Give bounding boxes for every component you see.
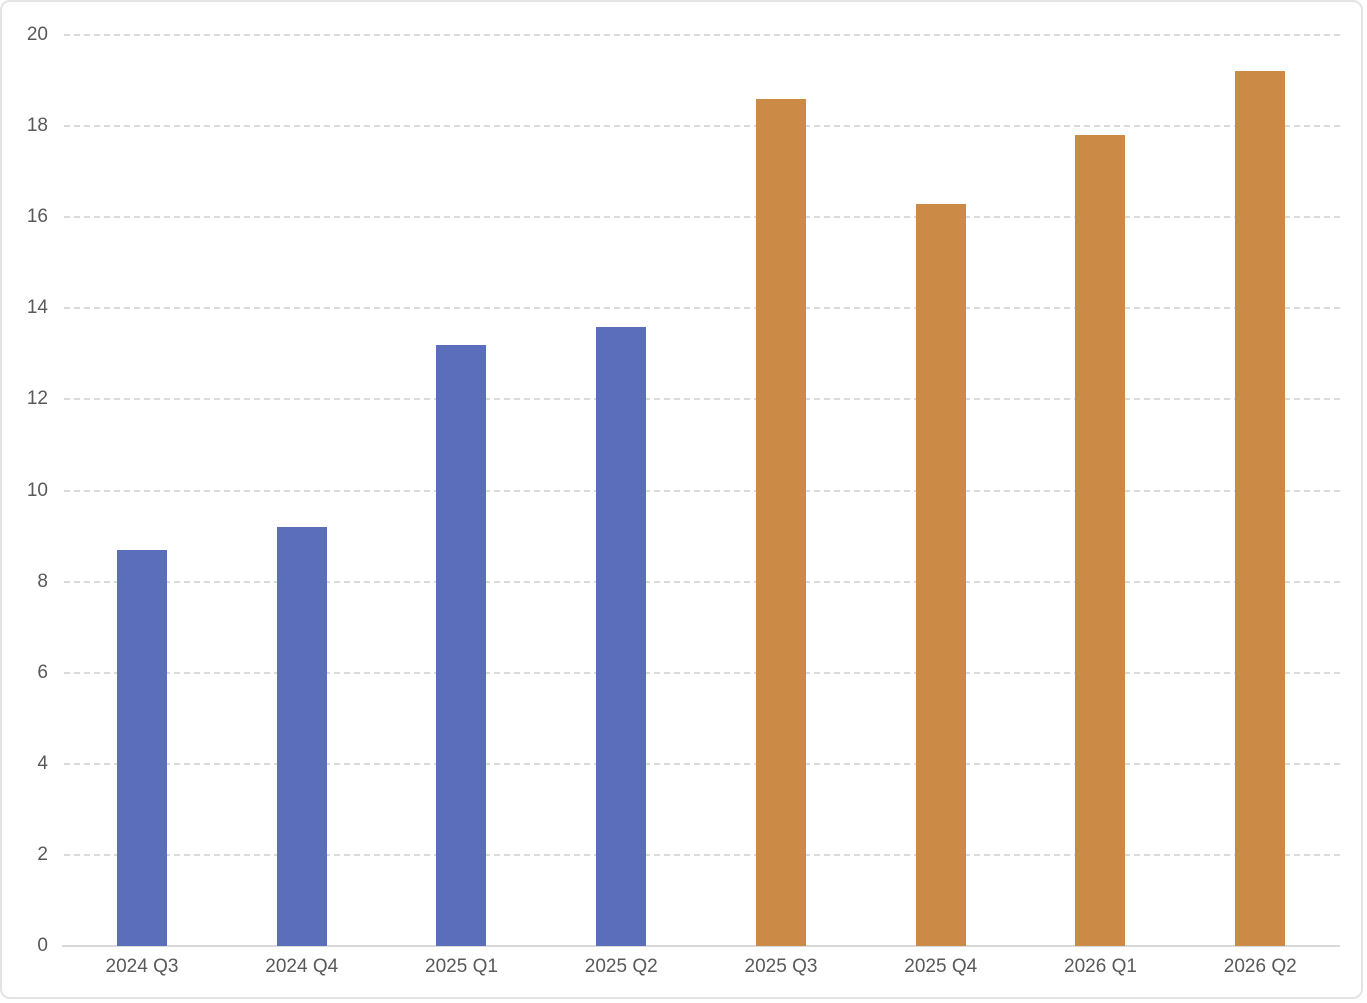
bar: [276, 526, 327, 946]
x-category-label: 2025 Q4: [904, 956, 978, 977]
y-tick-label: 14: [26, 297, 48, 319]
gridline: [64, 216, 1340, 219]
x-category-label: 2025 Q2: [584, 956, 658, 977]
gridline: [64, 762, 1340, 765]
gridline: [64, 853, 1340, 856]
bar: [596, 326, 647, 946]
x-axis-line: [62, 945, 1340, 947]
plot-area: [62, 34, 1340, 947]
y-tick-label: 2: [37, 843, 48, 865]
x-category-label: 2024 Q3: [105, 956, 179, 977]
bar: [1075, 135, 1126, 946]
y-tick-label: 10: [26, 479, 48, 501]
bar: [436, 344, 487, 946]
y-tick-label: 12: [26, 388, 48, 410]
gridline: [64, 125, 1340, 128]
bar: [116, 549, 167, 946]
y-tick-label: 20: [26, 24, 48, 45]
x-category-label: 2025 Q1: [425, 956, 498, 977]
gridline: [64, 307, 1340, 310]
gridline: [64, 34, 1340, 36]
bar: [915, 203, 966, 946]
y-tick-label: 8: [37, 570, 48, 592]
y-tick-label: 4: [37, 752, 48, 774]
x-category-label: 2024 Q4: [265, 956, 339, 977]
bar: [755, 98, 806, 946]
x-category-label: 2025 Q3: [744, 956, 818, 977]
gridline: [64, 671, 1340, 674]
y-tick-label: 0: [37, 935, 48, 956]
gridline: [64, 580, 1340, 583]
gridline: [64, 398, 1340, 401]
x-category-label: 2026 Q1: [1064, 956, 1137, 977]
bar: [1235, 71, 1286, 946]
y-tick-label: 16: [26, 206, 48, 228]
y-tick-label: 18: [26, 115, 48, 137]
x-category-label: 2026 Q2: [1223, 956, 1297, 977]
gridline: [64, 489, 1340, 492]
y-tick-label: 6: [37, 661, 48, 683]
